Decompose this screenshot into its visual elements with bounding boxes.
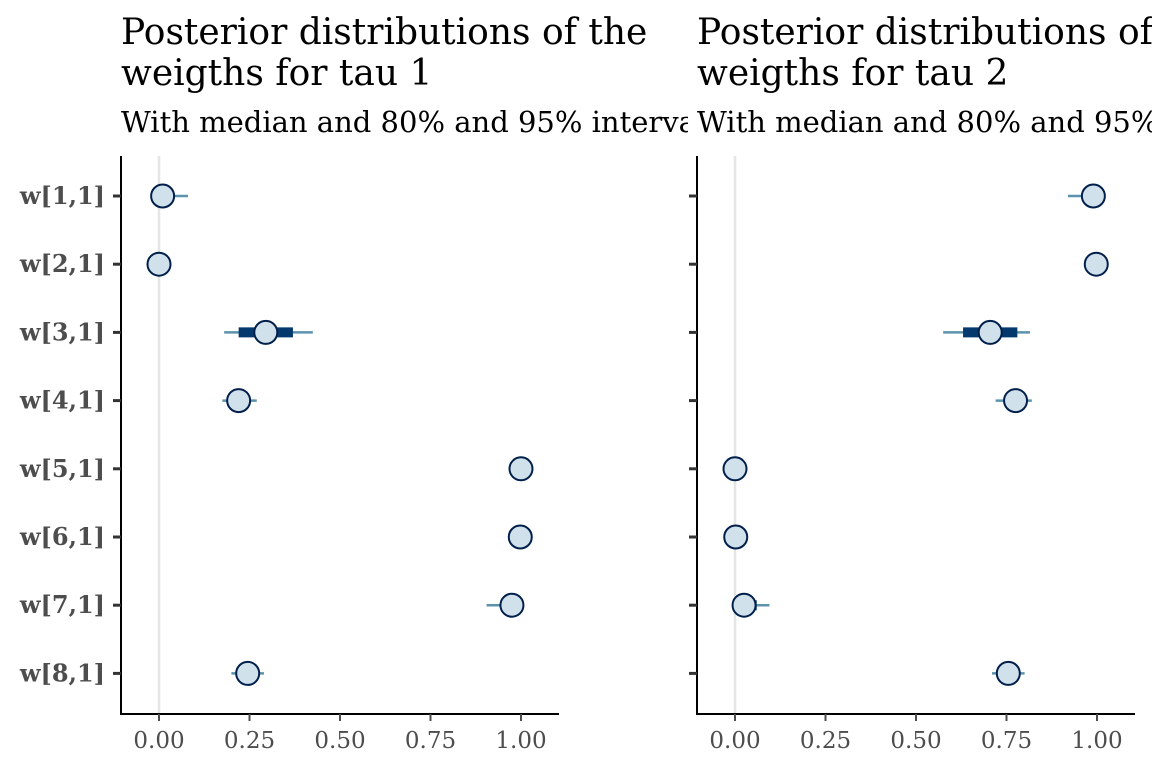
y-tick-label: w[1,2] <box>595 181 681 210</box>
plot-area: 0.00 0.25 0.50 0.75 1.00 w[1,2] w[2,2] w[3,2] w[… <box>595 156 1135 754</box>
x-tick-label: 0.00 <box>709 728 760 754</box>
y-tick-label: w[6,2] <box>595 522 681 551</box>
median-point <box>150 183 176 209</box>
median-point <box>253 319 279 345</box>
plot-area: 0.00 0.25 0.50 0.75 1.00 w[1,1] w[2,1] w[3,1] w[… <box>19 156 559 754</box>
median-point <box>1083 251 1109 277</box>
y-tick-label: w[8,1] <box>19 658 105 687</box>
median-point <box>226 388 252 414</box>
median-point <box>146 251 172 277</box>
parameter-row: w[6,1] <box>19 522 533 551</box>
median-point <box>499 592 525 618</box>
y-tick-label: w[4,1] <box>19 386 105 415</box>
y-tick-label: w[2,2] <box>595 249 681 278</box>
median-point <box>1080 183 1106 209</box>
median-point <box>507 524 533 550</box>
panel-title-line-2: weigths for tau 1 <box>121 53 432 94</box>
panel-subtitle: With median and 80% and 95% intervals <box>121 105 720 139</box>
x-tick-label: 0.75 <box>405 728 456 754</box>
parameter-row: w[4,2] <box>595 386 1032 415</box>
panel-title-line-1: Posterior distributions of the <box>697 12 1152 53</box>
parameter-row: w[3,1] <box>19 317 313 346</box>
parameter-row: w[3,2] <box>595 317 1031 346</box>
median-point <box>977 319 1003 345</box>
panel-tau-2: Posterior distributions of the weigths f… <box>595 12 1152 754</box>
median-point <box>1003 388 1029 414</box>
parameter-row: w[4,1] <box>19 386 257 415</box>
y-tick-label: w[5,1] <box>19 454 105 483</box>
parameter-row: w[5,1] <box>19 454 534 483</box>
x-tick-label: 1.00 <box>495 728 546 754</box>
parameter-row: w[8,1] <box>19 658 264 687</box>
y-tick-label: w[2,1] <box>19 249 105 278</box>
x-tick-label: 0.75 <box>981 728 1032 754</box>
panel-title-line-2: weigths for tau 2 <box>697 53 1008 94</box>
median-point <box>995 660 1021 686</box>
parameter-row: w[1,1] <box>19 181 188 210</box>
median-point <box>508 456 534 482</box>
x-tick-label: 0.50 <box>314 728 365 754</box>
parameter-row: w[5,2] <box>595 454 748 483</box>
panel-tau-1: Posterior distributions of the weigths f… <box>19 12 720 754</box>
y-tick-label: w[3,2] <box>595 317 681 346</box>
y-tick-label: w[3,1] <box>19 317 105 346</box>
x-tick-label: 0.25 <box>800 728 851 754</box>
y-tick-label: w[5,2] <box>595 454 681 483</box>
y-tick-label: w[7,2] <box>595 590 681 619</box>
x-tick-label: 0.50 <box>890 728 941 754</box>
median-point <box>723 524 749 550</box>
parameter-row: w[7,2] <box>595 590 770 619</box>
y-tick-label: w[8,2] <box>595 658 681 687</box>
parameter-row: w[8,2] <box>595 658 1025 687</box>
y-tick-label: w[7,1] <box>19 590 105 619</box>
x-tick-label: 0.25 <box>224 728 275 754</box>
parameter-row: w[7,1] <box>19 590 525 619</box>
median-point <box>235 660 261 686</box>
parameter-row: w[2,2] <box>595 249 1109 278</box>
x-tick-label: 1.00 <box>1071 728 1122 754</box>
parameter-row: w[2,1] <box>19 249 172 278</box>
parameter-row: w[6,2] <box>595 522 749 551</box>
y-tick-label: w[6,1] <box>19 522 105 551</box>
panel-title-line-1: Posterior distributions of the <box>121 12 647 53</box>
y-tick-label: w[1,1] <box>19 181 105 210</box>
x-tick-label: 0.00 <box>133 728 184 754</box>
median-point <box>722 456 748 482</box>
panel-subtitle: With median and 80% and 95% intervals <box>697 105 1152 139</box>
parameter-row: w[1,2] <box>595 181 1106 210</box>
y-tick-label: w[4,2] <box>595 386 681 415</box>
median-point <box>731 592 757 618</box>
